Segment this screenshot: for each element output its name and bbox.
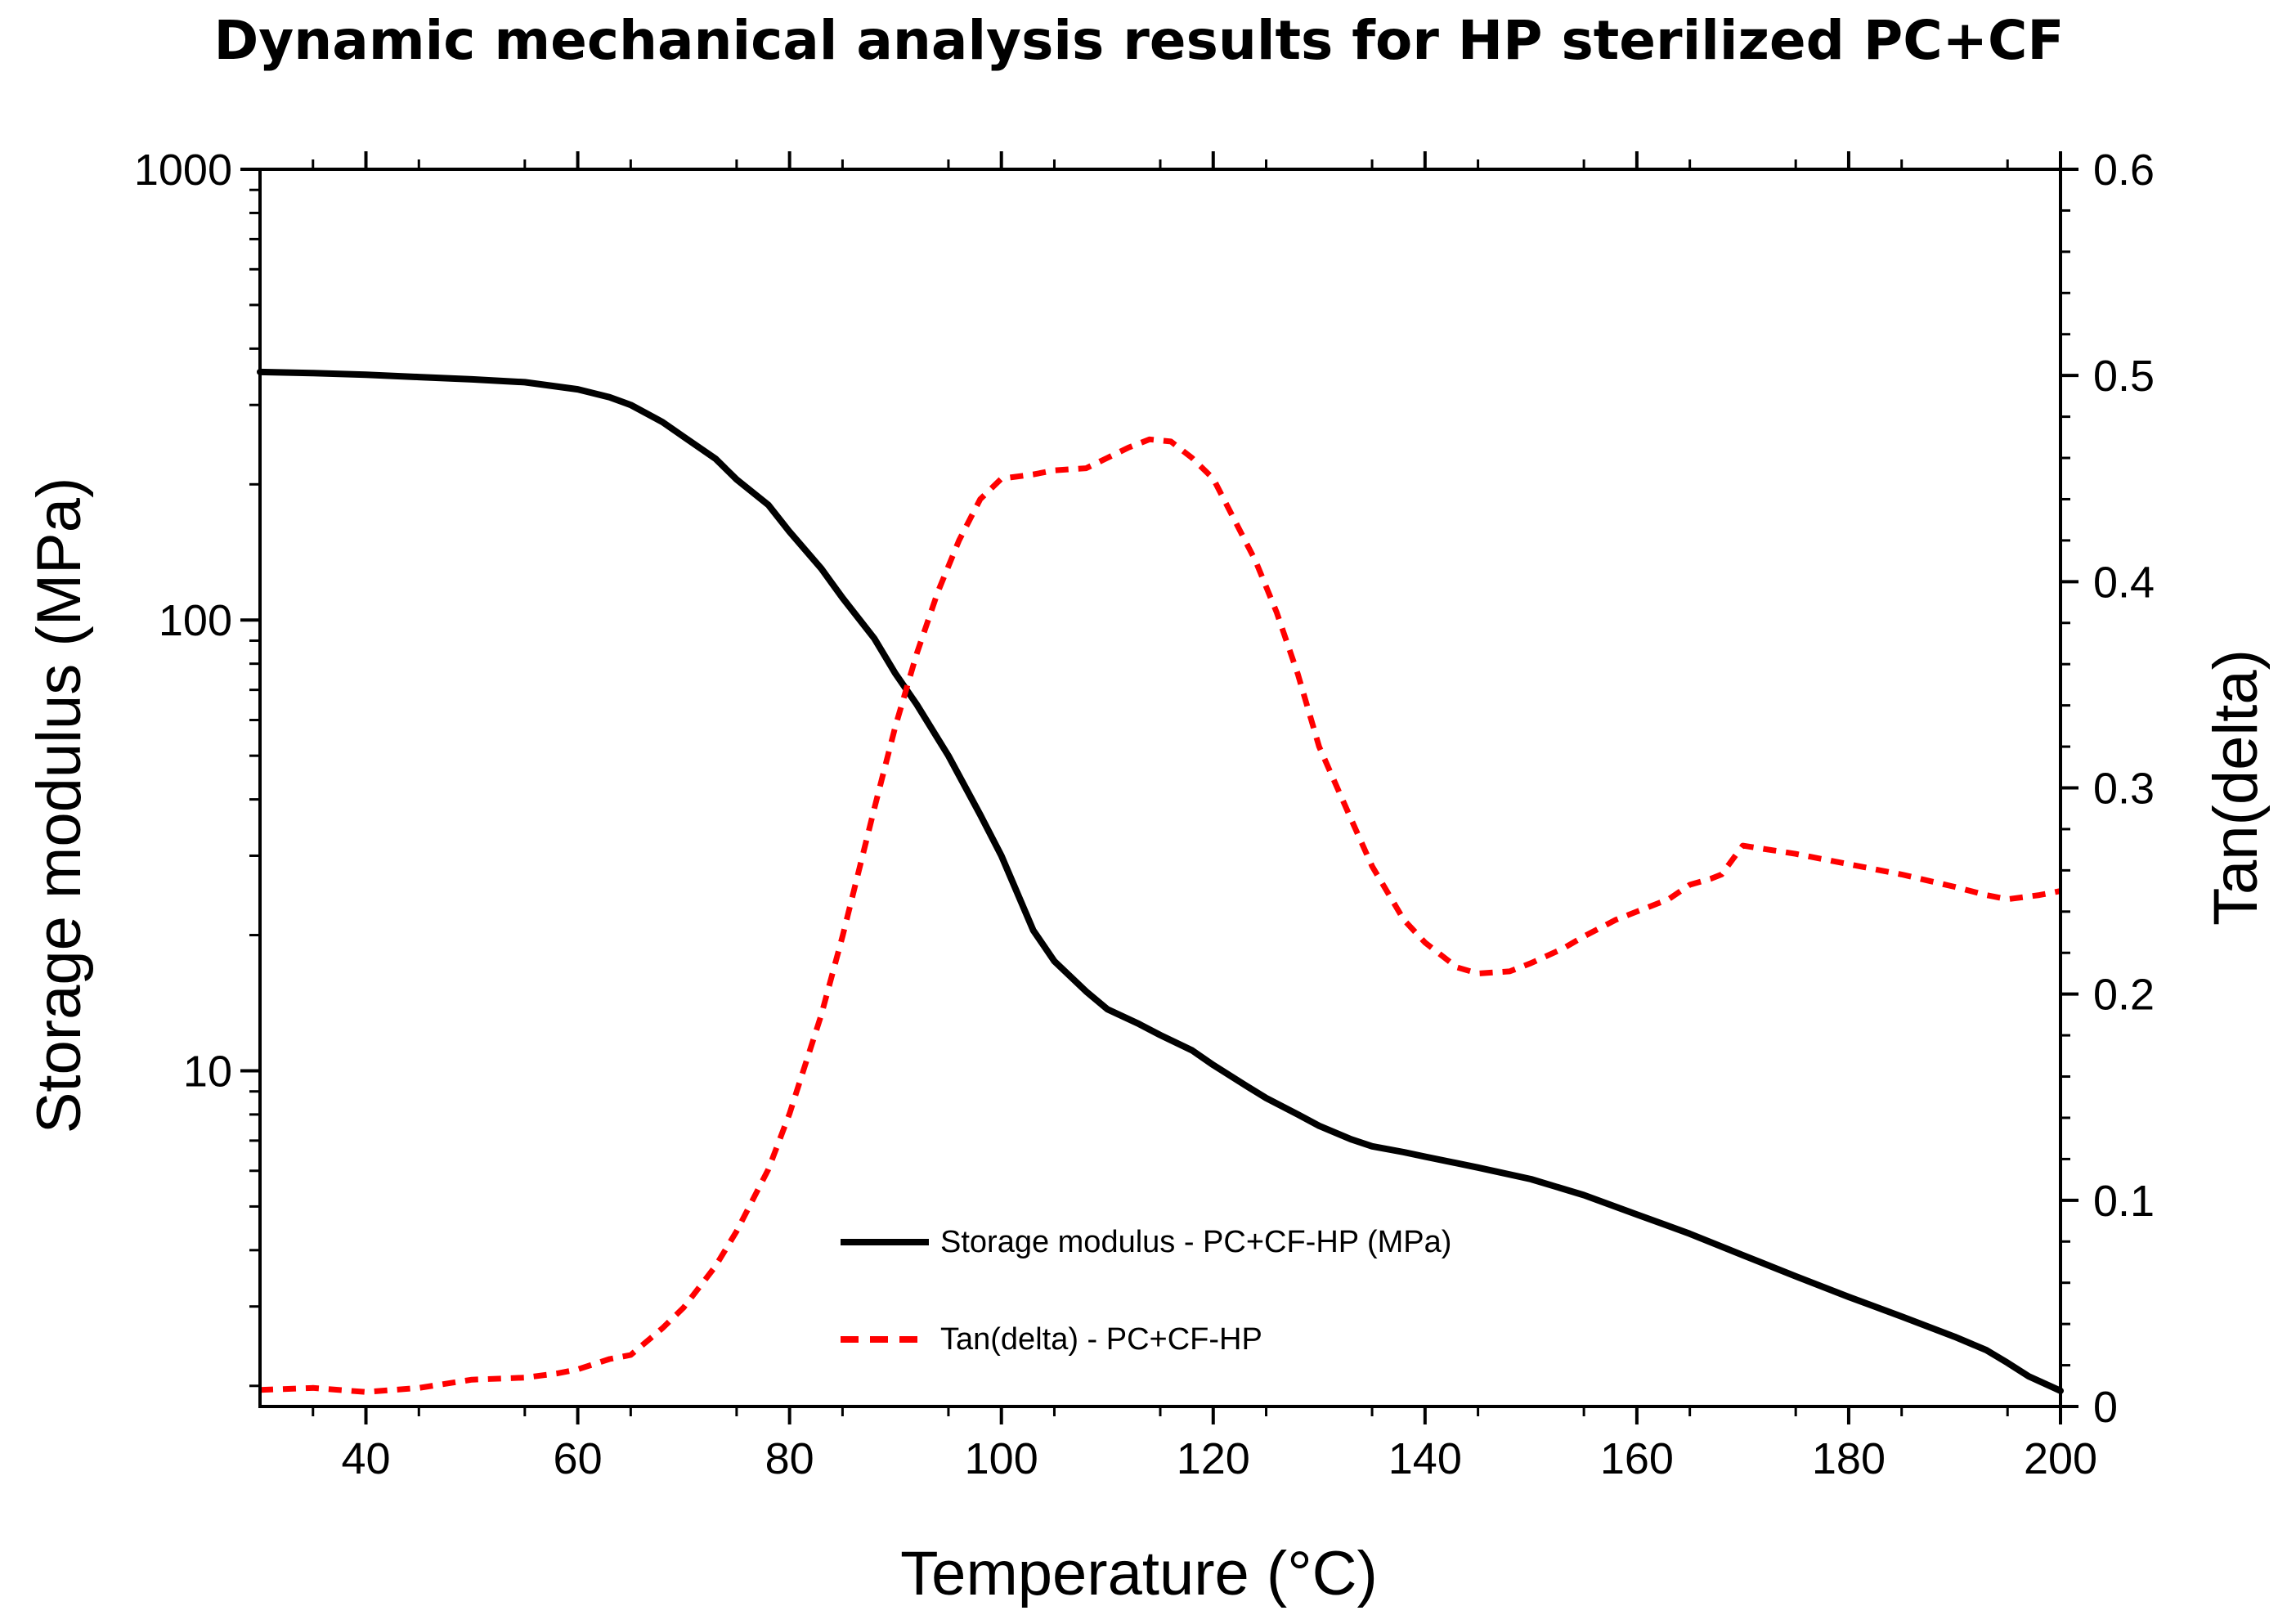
x-tick-label: 140 [1388,1434,1462,1483]
legend-label-tan-delta: Tan(delta) - PC+CF-HP [940,1322,1262,1357]
series-layer [257,368,2064,1395]
x-tick-label: 200 [2024,1434,2097,1483]
y-left-tick-label: 1000 [134,146,232,195]
x-tick-label: 120 [1177,1434,1250,1483]
y-right-tick-label: 0.2 [2093,971,2155,1020]
x-tick-label: 160 [1600,1434,1674,1483]
plot-frame [258,168,2062,1408]
storage-modulus-line [257,368,2064,1394]
y-right-tick-label: 0.3 [2093,765,2155,814]
x-tick-label: 60 [554,1434,603,1483]
y-right-tick-label: 0.6 [2093,146,2155,195]
x-tick-label: 180 [1812,1434,1886,1483]
y-right-tick-label: 0.4 [2093,558,2155,607]
y-left-tick-label: 10 [183,1047,232,1096]
y-left-axis-label: Storage modulus (MPa) [25,478,94,1134]
x-tick-label: 40 [341,1434,390,1483]
y-left-tick-label: 100 [159,596,232,645]
axes-layer: 40 60 80 100 120 140 160 180 200 10 100 1000 0 0.1 0.2… [134,146,2155,1483]
tan-delta-line [259,436,2061,1395]
y-right-tick-label: 0.1 [2093,1177,2155,1226]
chart-title: Dynamic mechanical analysis results for … [214,9,2065,72]
x-tick-label: 100 [965,1434,1038,1483]
legend-label-storage-modulus: Storage modulus - PC+CF-HP (MPa) [940,1225,1451,1259]
y-right-tick-label: 0.5 [2093,352,2155,401]
legend: Storage modulus - PC+CF-HP (MPa) Tan(del… [841,1225,1451,1357]
y-right-tick-label: 0 [2093,1383,2118,1432]
x-tick-label: 80 [765,1434,814,1483]
x-axis-label: Temperature (°C) [900,1539,1378,1608]
y-right-axis-label: Tan(delta) [2201,649,2271,926]
